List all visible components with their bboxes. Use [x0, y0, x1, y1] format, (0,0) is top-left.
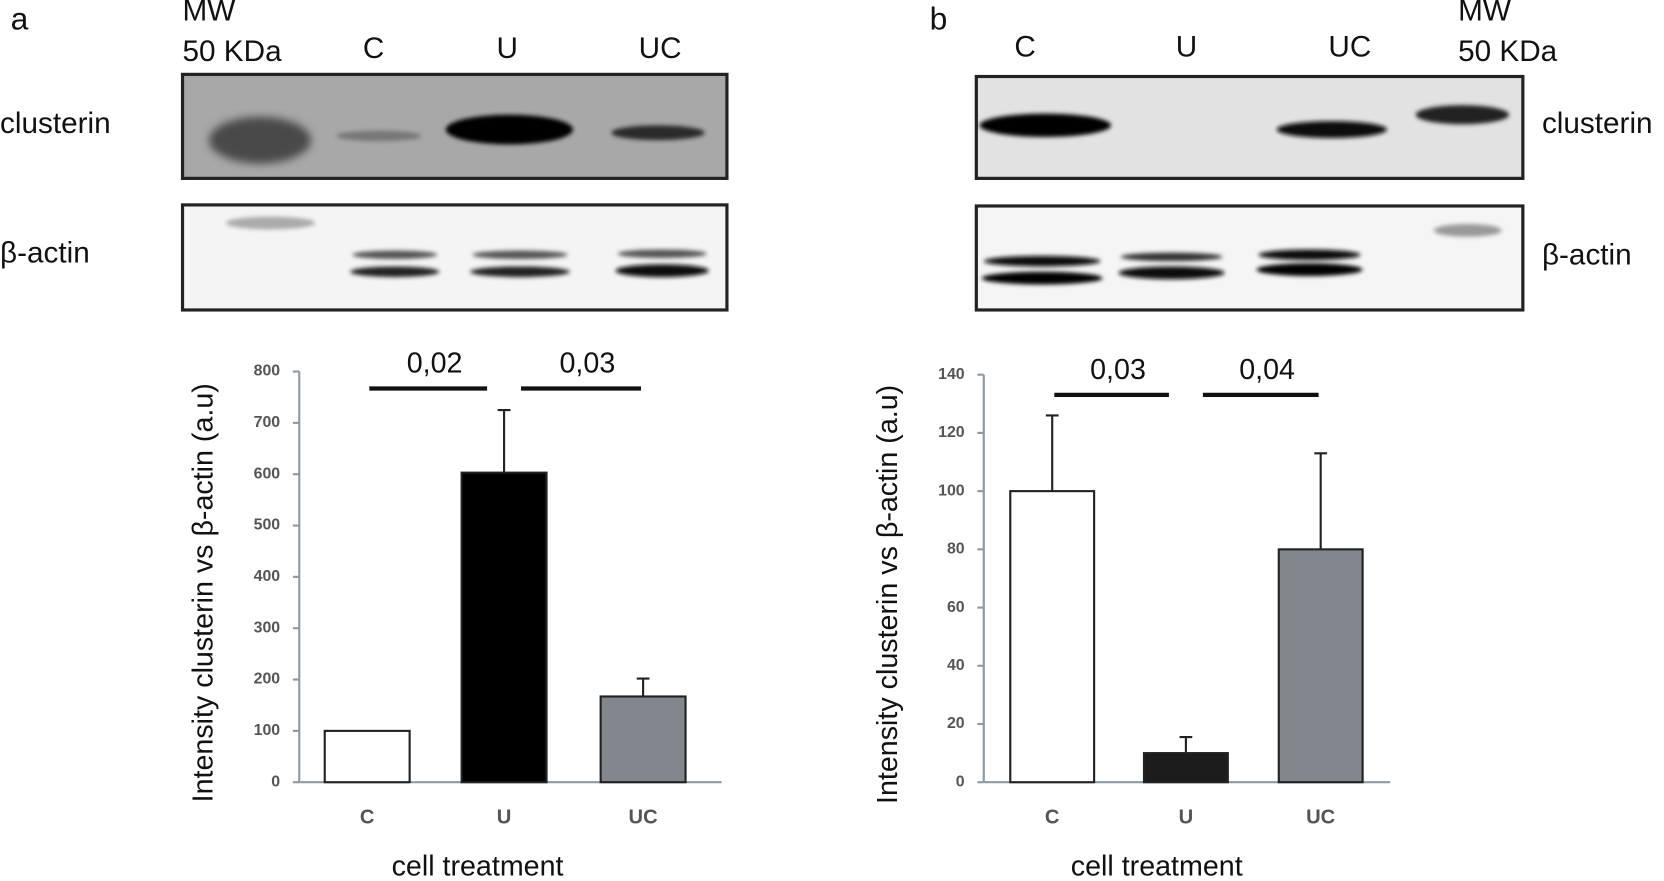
y-tick-label: 40	[947, 657, 965, 674]
lane-label: UC	[639, 32, 682, 65]
x-tick-label: U	[1179, 807, 1194, 829]
x-axis-label: cell treatment	[1071, 851, 1243, 881]
panel-label: b	[930, 1, 948, 37]
y-tick-label: 100	[254, 722, 281, 739]
significance-label: 0,03	[560, 348, 616, 380]
mw-size: 50 KDa	[1458, 35, 1558, 68]
mw-size: 50 KDa	[183, 35, 283, 68]
blot-image	[974, 74, 1525, 312]
error-bar	[1314, 452, 1328, 550]
lane-label: UC	[1328, 31, 1371, 64]
y-tick-label: 0	[271, 773, 280, 790]
y-tick-label: 700	[254, 414, 281, 431]
significance-label: 0,02	[407, 348, 463, 380]
panel-label: a	[11, 1, 29, 37]
lane-label: C	[1014, 31, 1035, 64]
bar	[460, 471, 548, 784]
x-tick-label: C	[1045, 807, 1060, 829]
blot-image	[180, 72, 729, 312]
bar	[599, 695, 687, 784]
x-tick-label: UC	[1306, 807, 1335, 829]
lane-label: C	[363, 32, 384, 65]
error-bar	[497, 408, 511, 473]
x-tick-label: U	[497, 807, 512, 829]
y-tick-label: 800	[254, 363, 281, 380]
error-bar	[1045, 414, 1059, 492]
y-axis-label: Intensity clusterin vs β-actin (a.u)	[872, 385, 904, 804]
y-tick-label: 300	[254, 619, 281, 636]
x-tick-label: C	[360, 807, 375, 829]
y-tick-label: 80	[947, 541, 965, 558]
mw-label: MW	[183, 0, 236, 28]
bar	[1009, 490, 1096, 784]
y-axis-label: Intensity clusterin vs β-actin (a.u)	[187, 383, 219, 802]
y-tick-label: 100	[938, 482, 965, 499]
error-bar	[636, 677, 650, 697]
y-tick-label: 600	[254, 465, 281, 482]
y-tick-label: 0	[956, 773, 965, 790]
x-tick-label: UC	[629, 807, 658, 829]
error-bar	[1179, 736, 1193, 754]
row-label: clusterin	[1542, 107, 1653, 140]
significance-label: 0,04	[1239, 354, 1295, 386]
row-label: clusterin	[0, 107, 111, 140]
significance-label: 0,03	[1090, 354, 1146, 386]
bar	[1277, 548, 1364, 784]
y-tick-label: 60	[947, 599, 965, 616]
y-tick-label: 140	[938, 366, 965, 383]
mw-label: MW	[1458, 0, 1511, 28]
y-tick-label: 120	[938, 424, 965, 441]
bar	[1142, 752, 1229, 784]
x-axis-label: cell treatment	[392, 851, 564, 881]
y-tick-label: 400	[254, 568, 281, 585]
y-tick-label: 200	[254, 671, 281, 688]
y-tick-label: 20	[947, 715, 965, 732]
y-tick-label: 500	[254, 517, 281, 534]
row-label: β-actin	[1542, 239, 1632, 272]
lane-label: U	[497, 32, 518, 65]
lane-label: U	[1176, 31, 1197, 64]
bar	[323, 729, 411, 784]
row-label: β-actin	[0, 237, 90, 270]
